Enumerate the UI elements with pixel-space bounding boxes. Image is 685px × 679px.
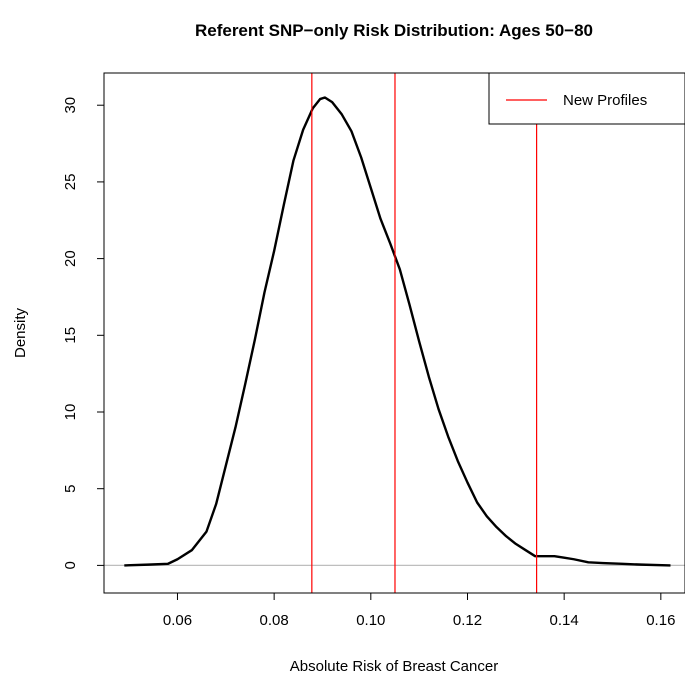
x-tick-label-4: 0.14 xyxy=(550,612,579,629)
y-axis: 0 5 10 15 20 25 30 xyxy=(62,97,105,570)
y-tick-label-3: 15 xyxy=(62,327,79,344)
x-tick-label-3: 0.12 xyxy=(453,612,482,629)
y-axis-label: Density xyxy=(12,307,29,358)
chart-title: Referent SNP−only Risk Distribution: Age… xyxy=(195,21,593,40)
x-axis: 0.06 0.08 0.10 0.12 0.14 0.16 xyxy=(163,592,675,629)
x-tick-label-5: 0.16 xyxy=(646,612,675,629)
plot-area xyxy=(104,73,685,593)
x-tick-label-1: 0.08 xyxy=(260,612,289,629)
y-tick-label-2: 10 xyxy=(62,404,79,421)
x-tick-label-0: 0.06 xyxy=(163,612,192,629)
x-axis-label: Absolute Risk of Breast Cancer xyxy=(290,658,498,675)
y-tick-label-4: 20 xyxy=(62,250,79,267)
y-tick-label-1: 5 xyxy=(62,485,79,493)
legend: New Profiles xyxy=(488,72,685,125)
y-tick-label-5: 25 xyxy=(62,174,79,191)
y-tick-label-6: 30 xyxy=(62,97,79,114)
y-tick-label-0: 0 xyxy=(62,561,79,569)
legend-box xyxy=(488,72,685,125)
legend-label-new-profiles: New Profiles xyxy=(563,92,647,109)
x-tick-label-2: 0.10 xyxy=(356,612,385,629)
density-curve-0 xyxy=(124,96,671,567)
